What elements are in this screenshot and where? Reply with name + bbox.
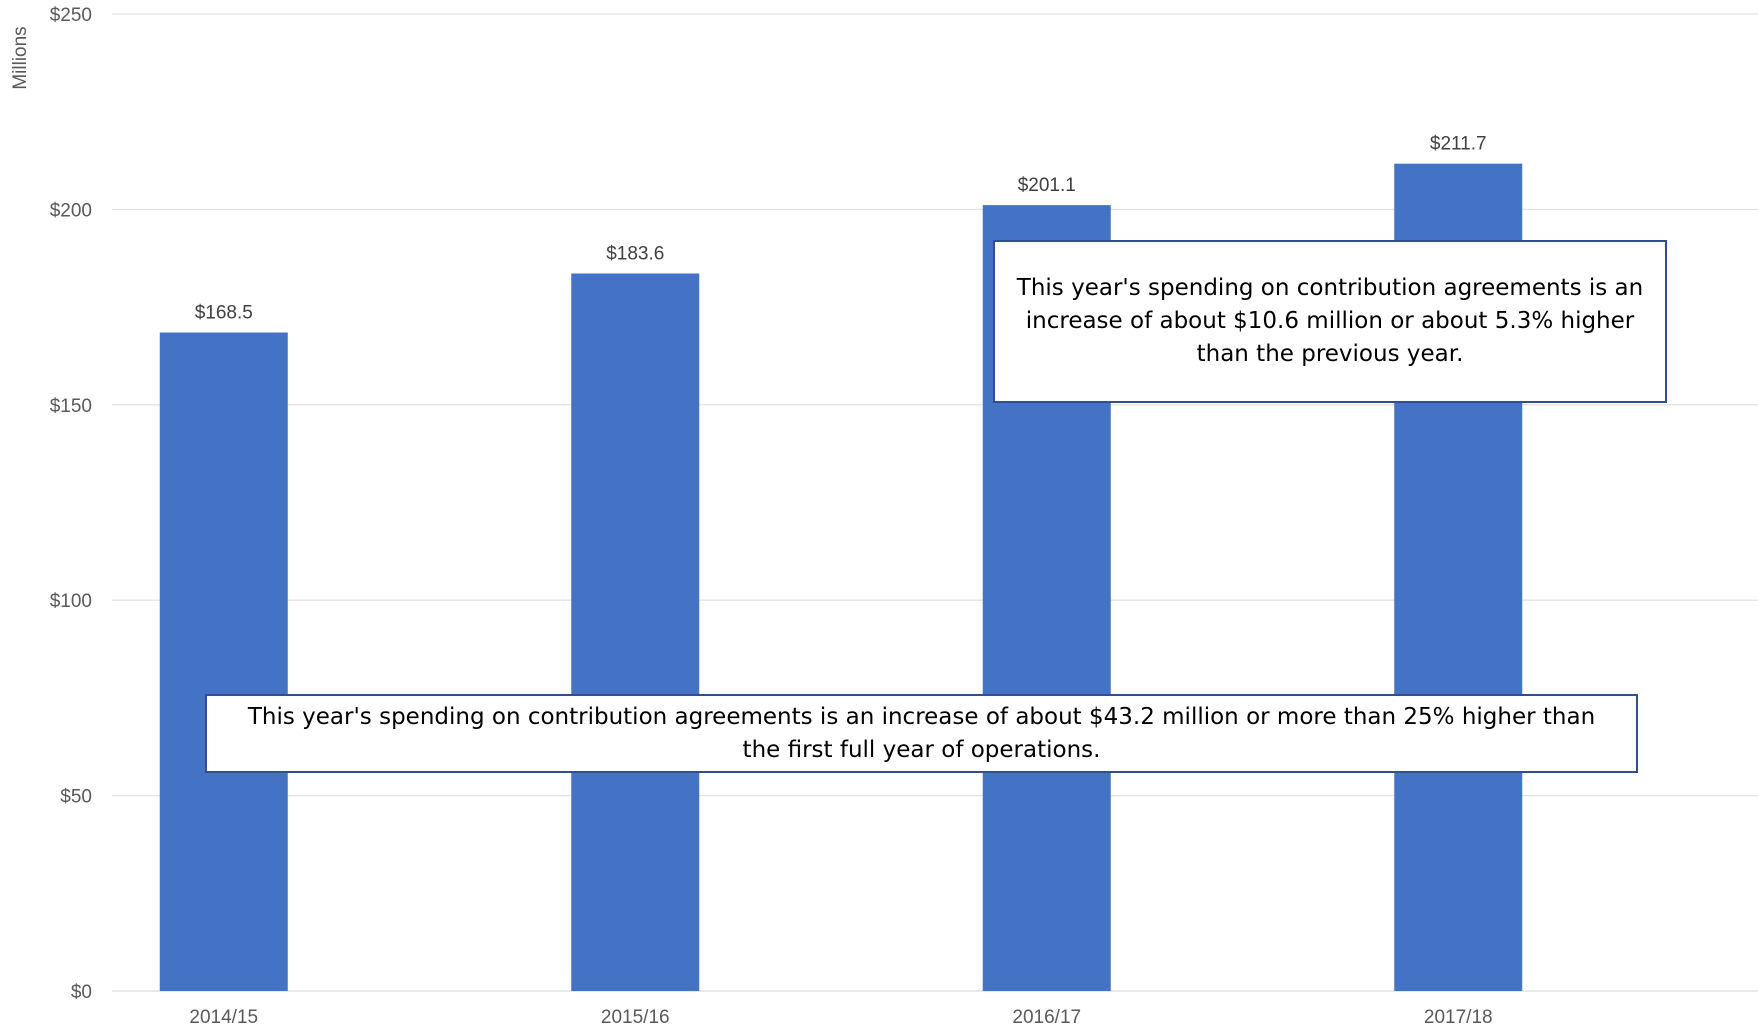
y-tick-label: $250	[50, 5, 92, 26]
data-label: $168.5	[195, 303, 253, 324]
y-axis-ticks: $0 $50 $100 $150 $200 $250	[50, 5, 92, 1003]
annotation-previous-year-text: This year's spending on contribution agr…	[1016, 275, 1644, 367]
y-tick-label: $150	[50, 396, 92, 417]
y-axis-label: Millions	[10, 26, 31, 89]
x-tick-label: 2015/16	[601, 1007, 670, 1028]
data-label: $211.7	[1430, 134, 1487, 155]
x-tick-label: 2017/18	[1424, 1007, 1493, 1028]
y-tick-label: $100	[50, 591, 92, 612]
annotation-first-year: This year's spending on contribution agr…	[205, 694, 1638, 773]
bar	[159, 332, 288, 991]
annotation-previous-year: This year's spending on contribution agr…	[993, 240, 1667, 403]
data-labels: $168.5 $183.6 $201.1 $211.7	[195, 134, 1487, 324]
x-tick-label: 2016/17	[1012, 1007, 1081, 1028]
bars	[159, 163, 1523, 992]
annotation-first-year-text: This year's spending on contribution agr…	[247, 703, 1596, 763]
y-tick-label: $0	[71, 982, 92, 1003]
x-axis-ticks: 2014/15 2015/16 2016/17 2017/18	[189, 1007, 1492, 1028]
bar	[571, 273, 700, 991]
x-tick-label: 2014/15	[189, 1007, 258, 1028]
y-tick-label: $50	[60, 787, 92, 808]
y-tick-label: $200	[50, 200, 92, 221]
data-label: $201.1	[1018, 175, 1076, 196]
data-label: $183.6	[606, 243, 664, 264]
